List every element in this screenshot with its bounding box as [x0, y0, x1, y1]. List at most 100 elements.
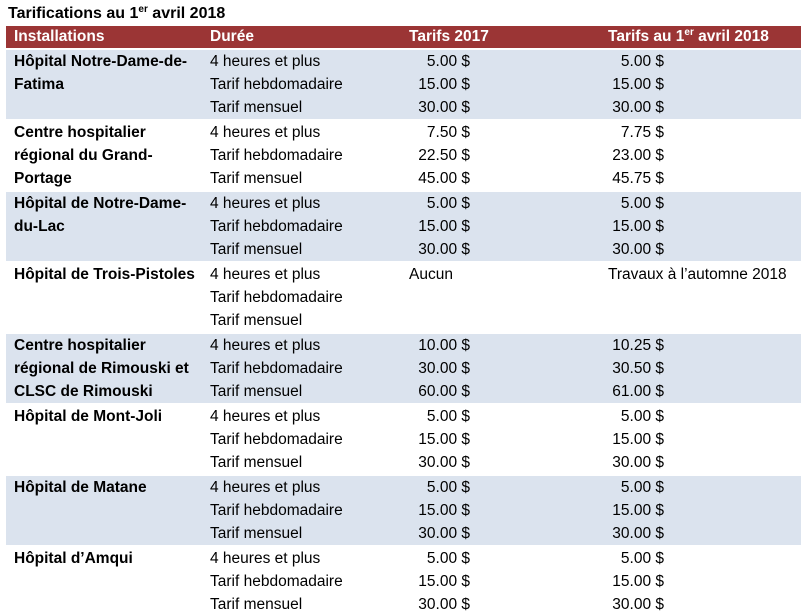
tarif-2017-value: 30.00 $	[418, 360, 470, 377]
tarif-2017-value: 60.00 $	[418, 383, 470, 400]
table-row: Tarif mensuel 30.00 $ 30.00 $	[6, 238, 801, 262]
tarif-2018-cell: 15.00 $	[608, 428, 801, 451]
tarif-2017-cell: 60.00 $	[409, 380, 608, 404]
installation-name: Hôpital d’Amqui	[6, 545, 210, 616]
duree-cell: Tarif mensuel	[210, 241, 303, 258]
duree-cell: Tarif hebdomadaire	[210, 147, 343, 164]
table-row: Hôpital de Notre-Dame-du-Lac 4 heures et …	[6, 190, 801, 262]
tarif-2017-value: 45.00 $	[418, 170, 470, 187]
installation-group: Hôpital de Mont-Joli 4 heures et plus 5.00…	[6, 403, 801, 475]
tarif-2018-value: 30.00 $	[612, 454, 664, 471]
installation-name: Hôpital de Trois-Pistoles	[6, 261, 210, 333]
tarif-2018-value: 15.00 $	[612, 431, 664, 448]
tarifs-table: Installations Durée Tarifs 2017 Tarifs a…	[6, 26, 801, 616]
tarif-2018-cell: 7.75 $	[608, 119, 801, 144]
tarif-2017-cell: 30.00 $	[409, 96, 608, 120]
installation-group: Hôpital de Trois-Pistoles 4 heures et plu…	[6, 261, 801, 333]
duree-cell: Tarif mensuel	[210, 312, 303, 329]
tarif-2017-cell: 30.00 $	[409, 357, 608, 380]
installation-group: Hôpital de Matane 4 heures et plus 5.00 $ 5…	[6, 474, 801, 546]
tarif-2017-cell: 22.50 $	[409, 144, 608, 167]
tarif-2018-value: 5.00 $	[620, 195, 664, 212]
tarif-2017-cell: 5.00 $	[409, 48, 608, 73]
installation-name: Hôpital de Matane	[6, 474, 210, 546]
tarif-2017-value: 5.00 $	[426, 53, 470, 70]
tarif-2018-cell: 5.00 $	[608, 545, 801, 570]
tarif-2018-cell: 30.00 $	[608, 96, 801, 120]
table-row: Tarif hebdomadaire 15.00 $ 15.00 $	[6, 499, 801, 522]
header-tarifs-2018: Tarifs au 1er avril 2018	[608, 27, 769, 46]
installation-name: Hôpital Notre-Dame-de-Fatima	[6, 48, 210, 120]
tarif-2018-note: Travaux à l’automne 2018	[608, 261, 801, 333]
tarif-2018-value: 5.00 $	[620, 53, 664, 70]
installation-name: Centre hospitalier régional de Rimouski …	[6, 332, 210, 404]
table-row: Tarif hebdomadaire 30.00 $ 30.50 $	[6, 357, 801, 380]
tarif-2017-value: 7.50 $	[426, 124, 470, 141]
tarif-2017-cell: 30.00 $	[409, 238, 608, 262]
tarif-2017-cell: 15.00 $	[409, 73, 608, 96]
tarif-2018-value: 45.75 $	[612, 170, 664, 187]
installation-name: Centre hospitalier régional du Grand-Por…	[6, 119, 210, 191]
duree-cell: Tarif hebdomadaire	[210, 573, 343, 590]
header-row: Installations Durée Tarifs 2017 Tarifs a…	[6, 26, 801, 49]
tarif-2018-value: 15.00 $	[612, 218, 664, 235]
duree-cell: Tarif hebdomadaire	[210, 502, 343, 519]
tarif-2018-cell: 15.00 $	[608, 215, 801, 238]
table-row: Tarif mensuel 30.00 $ 30.00 $	[6, 593, 801, 616]
duree-cell: Tarif mensuel	[210, 525, 303, 542]
table-row: Hôpital de Mont-Joli 4 heures et plus 5.00…	[6, 403, 801, 475]
tarif-2017-cell: 15.00 $	[409, 215, 608, 238]
table-header: Installations Durée Tarifs 2017 Tarifs a…	[6, 26, 801, 49]
tarif-2018-value: 5.00 $	[620, 479, 664, 496]
table-row: Hôpital d’Amqui 4 heures et plus 5.00 $ 5.0…	[6, 545, 801, 616]
tarif-2017-value: 30.00 $	[418, 241, 470, 258]
tarif-2017-value: 5.00 $	[426, 550, 470, 567]
duree-cell: 4 heures et plus	[210, 261, 409, 286]
duree-cell: Tarif hebdomadaire	[210, 218, 343, 235]
tarif-2017-value: 30.00 $	[418, 596, 470, 613]
duree-cell: 4 heures et plus	[210, 474, 409, 499]
duree-cell: Tarif mensuel	[210, 170, 303, 187]
tarif-2017-value: 5.00 $	[426, 408, 470, 425]
table-row: Tarif hebdomadaire 15.00 $ 15.00 $	[6, 215, 801, 238]
table-row: Tarif hebdomadaire 15.00 $ 15.00 $	[6, 428, 801, 451]
tarif-2017-value: 15.00 $	[418, 573, 470, 590]
tarif-2018-value: 15.00 $	[612, 502, 664, 519]
tarif-2017-cell: 5.00 $	[409, 190, 608, 215]
tarif-2018-cell: 15.00 $	[608, 499, 801, 522]
tarif-2017-value: 30.00 $	[418, 525, 470, 542]
tarif-2018-value: 30.00 $	[612, 525, 664, 542]
tarif-2017-value: 22.50 $	[418, 147, 470, 164]
duree-cell: Tarif hebdomadaire	[210, 76, 343, 93]
tarif-2017-cell: 30.00 $	[409, 522, 608, 546]
tarif-2018-cell: 30.00 $	[608, 593, 801, 616]
tarif-2017-cell: 30.00 $	[409, 593, 608, 616]
tarif-2017-value: 5.00 $	[426, 195, 470, 212]
table-row: Tarif hebdomadaire	[6, 286, 801, 309]
tarif-2017-value: 30.00 $	[418, 454, 470, 471]
duree-cell: Tarif mensuel	[210, 454, 303, 471]
tarif-2017-cell: 15.00 $	[409, 570, 608, 593]
tarif-2018-cell: 15.00 $	[608, 570, 801, 593]
table-row: Tarif mensuel 30.00 $ 30.00 $	[6, 451, 801, 475]
duree-cell: 4 heures et plus	[210, 332, 409, 357]
tarif-2018-value: 10.25 $	[612, 337, 664, 354]
tarif-2018-cell: 5.00 $	[608, 474, 801, 499]
duree-cell: Tarif hebdomadaire	[210, 431, 343, 448]
tarif-2017-cell: 10.00 $	[409, 332, 608, 357]
tarif-2017-value: 15.00 $	[418, 431, 470, 448]
header-duree: Durée	[210, 28, 254, 45]
duree-cell: Tarif hebdomadaire	[210, 360, 343, 377]
tarif-2017-cell: 30.00 $	[409, 451, 608, 475]
tarif-2018-value: 30.50 $	[612, 360, 664, 377]
installation-name: Hôpital de Mont-Joli	[6, 403, 210, 475]
installation-group: Hôpital de Notre-Dame-du-Lac 4 heures et …	[6, 190, 801, 262]
table-row: Tarif mensuel 60.00 $ 61.00 $	[6, 380, 801, 404]
tarif-2017-cell: 15.00 $	[409, 428, 608, 451]
duree-cell: Tarif mensuel	[210, 99, 303, 116]
duree-cell: Tarif mensuel	[210, 596, 303, 613]
tarif-2018-cell: 61.00 $	[608, 380, 801, 404]
installation-name: Hôpital de Notre-Dame-du-Lac	[6, 190, 210, 262]
tarif-2018-value: 23.00 $	[612, 147, 664, 164]
